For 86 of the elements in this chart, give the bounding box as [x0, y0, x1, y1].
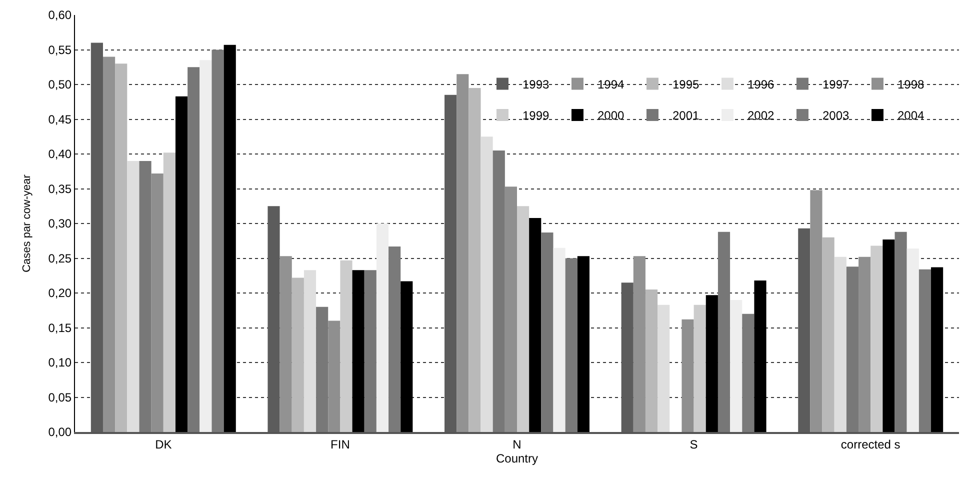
legend-label: 1995 — [672, 77, 700, 92]
bar — [645, 290, 658, 432]
bar — [694, 304, 706, 432]
y-tick-label: 0,40 — [48, 147, 72, 162]
bar — [529, 218, 542, 432]
bar — [139, 160, 152, 432]
x-axis-title: Country — [496, 451, 538, 466]
bar — [906, 248, 919, 432]
x-tick-label: FIN — [330, 437, 350, 452]
bar — [633, 256, 646, 432]
bar — [102, 56, 116, 432]
legend-label: 2002 — [747, 108, 774, 123]
bar — [163, 152, 176, 432]
legend-label: 2000 — [597, 108, 624, 123]
x-tick-label: DK — [155, 437, 172, 452]
bar — [224, 44, 236, 432]
bar — [846, 266, 859, 432]
bar — [882, 239, 895, 432]
bar — [754, 280, 766, 432]
bar — [212, 50, 224, 432]
bar — [388, 246, 401, 432]
bar — [858, 256, 871, 432]
y-tick-label: 0,15 — [48, 320, 72, 335]
bar — [280, 256, 292, 432]
x-tick-label: corrected s — [840, 437, 900, 452]
bar — [328, 320, 340, 432]
legend-label: 1997 — [822, 77, 850, 92]
bar — [541, 232, 554, 432]
bar — [718, 232, 730, 432]
y-tick-label: 0,10 — [48, 356, 72, 370]
bar — [175, 96, 188, 432]
y-tick-label: 0,25 — [48, 251, 72, 266]
bar — [151, 173, 164, 432]
bar — [504, 186, 517, 432]
bar — [188, 67, 200, 432]
bar — [364, 270, 376, 432]
bar — [292, 278, 304, 432]
legend-label: 2004 — [897, 108, 924, 123]
bar — [870, 246, 883, 432]
bar — [730, 300, 742, 432]
y-tick-label: 0,45 — [48, 112, 72, 126]
y-tick-label: 0,55 — [48, 42, 72, 57]
bar — [376, 224, 389, 432]
bar — [400, 281, 413, 432]
y-tick-label: 0,35 — [48, 182, 72, 196]
bar — [127, 160, 140, 432]
legend-label: 2001 — [672, 108, 700, 123]
y-tick-label: 0,20 — [48, 286, 72, 300]
bar — [658, 304, 670, 432]
bar — [742, 314, 754, 432]
legend-label: 1993 — [522, 77, 550, 92]
legend-label: 1998 — [897, 77, 924, 92]
bar — [200, 60, 212, 432]
legend-label: 1999 — [522, 108, 550, 123]
bar — [517, 206, 530, 432]
bar — [682, 319, 694, 432]
y-tick-label: 0,30 — [48, 216, 72, 231]
bar — [810, 190, 822, 432]
bar — [456, 74, 469, 432]
bar — [577, 256, 590, 432]
y-tick-label: 0,50 — [48, 78, 72, 92]
x-tick-label: S — [690, 437, 698, 452]
bar — [468, 88, 481, 432]
legend-label: 1996 — [747, 77, 774, 92]
y-axis-title: Cases par cow-year — [20, 174, 33, 272]
legend-label: 2003 — [822, 108, 850, 123]
bar — [931, 267, 944, 432]
bar — [480, 136, 493, 432]
bar — [565, 258, 578, 432]
bar — [894, 232, 907, 432]
x-tick-label: N — [512, 437, 522, 452]
bar — [822, 237, 834, 432]
bar — [918, 269, 932, 432]
bar — [834, 256, 846, 432]
bar — [706, 295, 718, 432]
bar — [553, 248, 566, 432]
bar — [316, 306, 328, 432]
bar — [492, 150, 505, 432]
y-tick-label: 0,00 — [48, 425, 72, 440]
bar — [115, 64, 128, 432]
y-tick-label: 0,05 — [48, 390, 72, 404]
bar — [304, 270, 316, 432]
legend-label: 1994 — [597, 77, 624, 92]
y-tick-label: 0,60 — [48, 8, 72, 22]
bar — [340, 260, 352, 432]
bar — [352, 270, 364, 432]
